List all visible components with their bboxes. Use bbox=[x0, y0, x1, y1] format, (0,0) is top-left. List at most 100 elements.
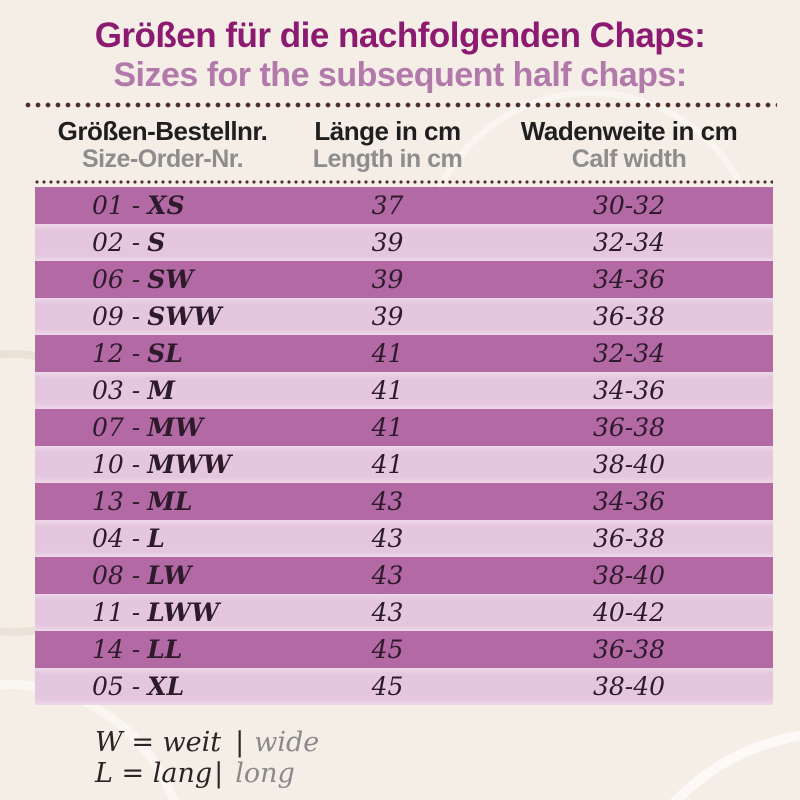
page-title-german: Größen für die nachfolgenden Chaps: bbox=[94, 16, 706, 55]
order-number: 13 - bbox=[92, 487, 141, 516]
size-code: MWW bbox=[147, 450, 232, 479]
legend-translation-l: long bbox=[235, 758, 295, 789]
table-row: 12 - SL 41 32-34 bbox=[35, 335, 773, 372]
cell-size-order: 08 - LW bbox=[35, 561, 290, 590]
cell-length: 41 bbox=[371, 450, 404, 479]
cell-calf-width: 38-40 bbox=[592, 672, 666, 701]
cell-size-order: 11 - LWW bbox=[35, 598, 290, 627]
table-row: 03 -M 41 34-36 bbox=[35, 372, 773, 409]
size-code: SWW bbox=[147, 302, 222, 331]
page-title-english: Sizes for the subsequent half chaps: bbox=[113, 56, 687, 94]
cell-size-order: 10 - MWW bbox=[35, 450, 290, 479]
table-row: 01 - XS 37 30-32 bbox=[35, 187, 773, 224]
size-code: LW bbox=[147, 561, 192, 590]
table-header-row: Größen-Bestellnr. Size-Order-Nr. Länge i… bbox=[35, 117, 773, 173]
cell-size-order: 14 - LL bbox=[35, 635, 290, 664]
header-calf-width: Wadenweite in cm Calf width bbox=[485, 117, 773, 173]
header-size-order-en: Size-Order-Nr. bbox=[81, 145, 244, 173]
cell-calf-width: 32-34 bbox=[592, 339, 666, 368]
cell-length: 41 bbox=[371, 413, 404, 442]
cell-calf-width: 34-36 bbox=[592, 265, 666, 294]
size-code: M bbox=[147, 376, 175, 405]
cell-calf-width: 34-36 bbox=[592, 487, 666, 516]
cell-calf-width: 36-38 bbox=[592, 635, 666, 664]
order-number: 05 - bbox=[92, 672, 141, 701]
cell-length: 45 bbox=[371, 635, 404, 664]
order-number: 02 - bbox=[92, 228, 141, 257]
header-length: Länge in cm Length in cm bbox=[290, 117, 485, 173]
header-length-de: Länge in cm bbox=[314, 116, 461, 146]
table-row: 08 - LW 43 38-40 bbox=[35, 557, 773, 594]
size-code: XS bbox=[147, 191, 185, 220]
legend-translation-w: wide bbox=[254, 727, 320, 758]
table-row: 04 -L 43 36-38 bbox=[35, 520, 773, 557]
cell-length: 39 bbox=[371, 302, 404, 331]
order-number: 04 - bbox=[92, 524, 141, 553]
table-row: 05 - XL 45 38-40 bbox=[35, 668, 773, 705]
cell-size-order: 05 - XL bbox=[35, 672, 290, 701]
order-number: 06 - bbox=[92, 265, 141, 294]
table-row: 14 - LL 45 36-38 bbox=[35, 631, 773, 668]
size-code: SW bbox=[147, 265, 194, 294]
cell-size-order: 03 -M bbox=[35, 376, 290, 405]
header-size-order-de: Größen-Bestellnr. bbox=[57, 116, 268, 146]
dotted-divider-top bbox=[25, 102, 777, 108]
cell-calf-width: 38-40 bbox=[592, 450, 666, 479]
header-length-en: Length in cm bbox=[312, 145, 463, 173]
cell-calf-width: 36-38 bbox=[592, 302, 666, 331]
cell-length: 41 bbox=[371, 339, 404, 368]
order-number: 11 - bbox=[92, 598, 141, 627]
order-number: 10 - bbox=[92, 450, 141, 479]
cell-length: 39 bbox=[371, 228, 404, 257]
size-code: L bbox=[147, 524, 165, 553]
order-number: 12 - bbox=[92, 339, 141, 368]
legend-line-w: W = weit | wide bbox=[95, 727, 319, 758]
cell-length: 45 bbox=[371, 672, 404, 701]
cell-length: 39 bbox=[371, 265, 404, 294]
cell-length: 41 bbox=[371, 376, 404, 405]
legend-pipe: | bbox=[235, 727, 245, 758]
cell-calf-width: 38-40 bbox=[592, 561, 666, 590]
size-code: S bbox=[147, 228, 166, 257]
table-row: 11 - LWW 43 40-42 bbox=[35, 594, 773, 631]
abbreviation-legend: W = weit | wide L = lang| long bbox=[95, 727, 319, 789]
header-calf-width-de: Wadenweite in cm bbox=[520, 116, 738, 146]
cell-size-order: 04 -L bbox=[35, 524, 290, 553]
size-table-body: 01 - XS 37 30-32 02 -S 39 32-34 06 - SW 39… bbox=[35, 187, 773, 705]
table-row: 06 - SW 39 34-36 bbox=[35, 261, 773, 298]
table-row: 07 - MW 41 36-38 bbox=[35, 409, 773, 446]
header-calf-width-en: Calf width bbox=[571, 145, 687, 173]
cell-length: 43 bbox=[371, 487, 404, 516]
cell-size-order: 01 - XS bbox=[35, 191, 290, 220]
cell-length: 43 bbox=[371, 598, 404, 627]
cell-length: 43 bbox=[371, 561, 404, 590]
order-number: 09 - bbox=[92, 302, 141, 331]
cell-size-order: 13 - ML bbox=[35, 487, 290, 516]
cell-calf-width: 30-32 bbox=[592, 191, 666, 220]
size-code: LWW bbox=[147, 598, 220, 627]
cell-size-order: 12 - SL bbox=[35, 339, 290, 368]
table-row: 09 - SWW 39 36-38 bbox=[35, 298, 773, 335]
cell-size-order: 02 -S bbox=[35, 228, 290, 257]
cell-size-order: 09 - SWW bbox=[35, 302, 290, 331]
cell-length: 37 bbox=[371, 191, 404, 220]
table-row: 02 -S 39 32-34 bbox=[35, 224, 773, 261]
size-code: LL bbox=[147, 635, 183, 664]
cell-size-order: 06 - SW bbox=[35, 265, 290, 294]
table-row: 13 - ML 43 34-36 bbox=[35, 483, 773, 520]
legend-term-l: L = lang bbox=[95, 758, 213, 789]
order-number: 08 - bbox=[92, 561, 141, 590]
cell-size-order: 07 - MW bbox=[35, 413, 290, 442]
order-number: 14 - bbox=[92, 635, 141, 664]
cell-calf-width: 34-36 bbox=[592, 376, 666, 405]
order-number: 03 - bbox=[92, 376, 141, 405]
cell-calf-width: 40-42 bbox=[592, 598, 666, 627]
cell-calf-width: 36-38 bbox=[592, 413, 666, 442]
order-number: 07 - bbox=[92, 413, 141, 442]
size-code: XL bbox=[147, 672, 185, 701]
legend-line-l: L = lang| long bbox=[95, 758, 319, 789]
size-code: MW bbox=[147, 413, 203, 442]
size-code: ML bbox=[147, 487, 193, 516]
order-number: 01 - bbox=[92, 191, 141, 220]
size-code: SL bbox=[147, 339, 183, 368]
